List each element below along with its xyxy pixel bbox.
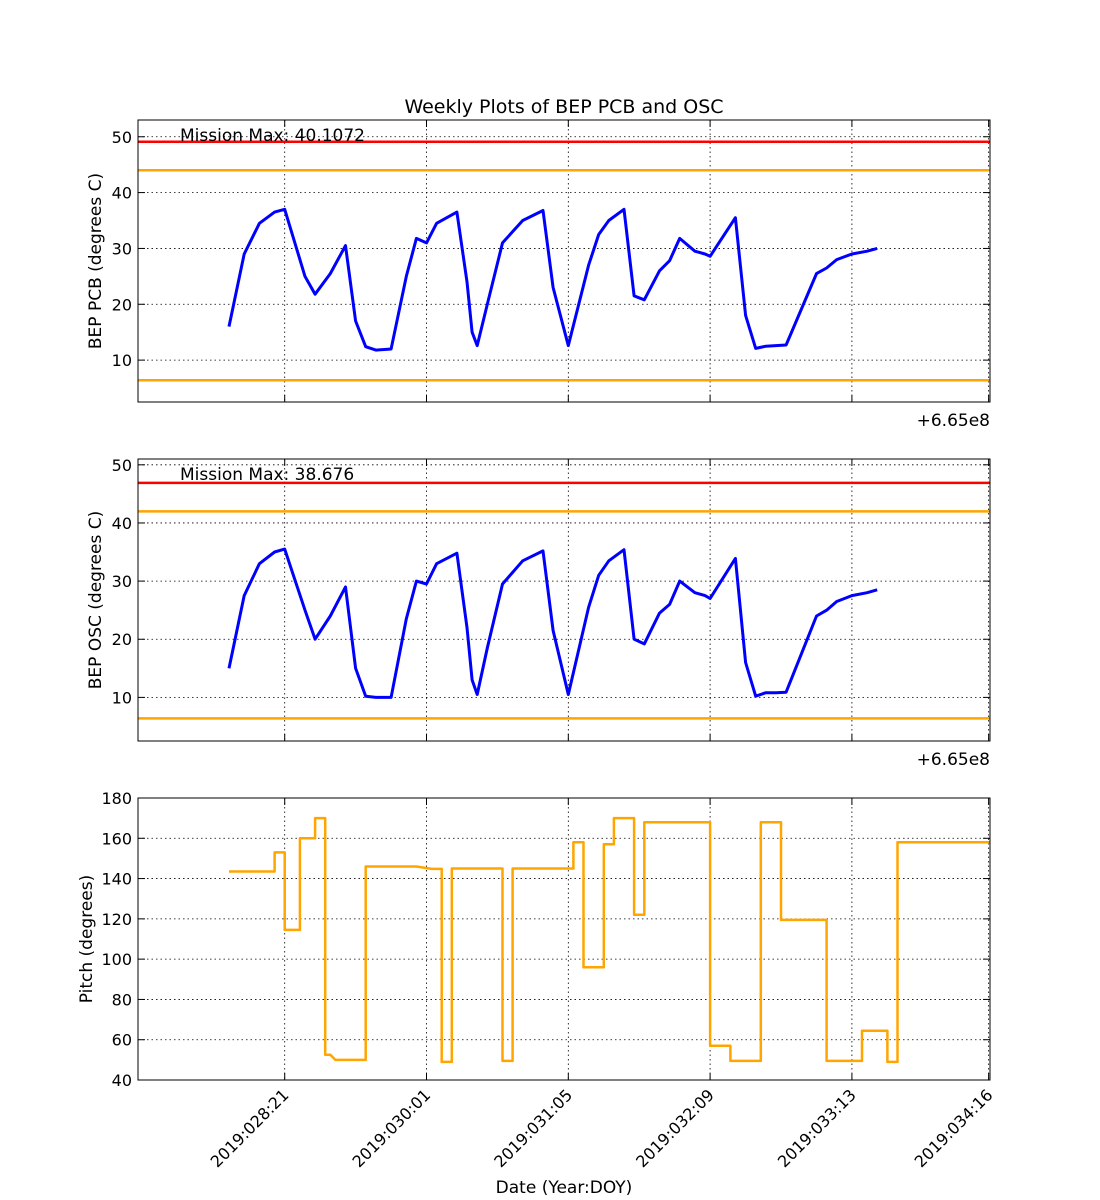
y-tick-label: 120	[101, 910, 132, 929]
x-tick-label: 2019:033:13	[774, 1085, 860, 1171]
y-tick-label: 40	[112, 1071, 132, 1090]
y-tick-label: 40	[112, 184, 132, 203]
x-tick-label: 2019:034:16	[911, 1085, 997, 1171]
y-tick-label: 50	[112, 128, 132, 147]
y-tick-label: 10	[112, 351, 132, 370]
mission-max-annotation: Mission Max: 40.1072	[180, 126, 365, 146]
y-tick-label: 80	[112, 990, 132, 1009]
panel-bep-osc: 10 20 30 40 50 BEP OSC (degrees C) Mission Max…	[86, 456, 991, 770]
y-axis-label: Pitch (degrees)	[77, 875, 97, 1004]
y-tick-label: 30	[112, 572, 132, 591]
mission-max-annotation: Mission Max: 38.676	[180, 465, 354, 485]
y-axis-label: BEP OSC (degrees C)	[86, 511, 106, 689]
y-tick-label: 10	[112, 688, 132, 707]
series-line-bep-osc	[227, 547, 878, 699]
series-line-bep-pcb	[227, 207, 878, 352]
figure-title: Weekly Plots of BEP PCB and OSC	[404, 96, 723, 118]
y-tick-label: 30	[112, 239, 132, 258]
axes-frame	[137, 458, 991, 742]
y-tick-label: 60	[112, 1031, 132, 1050]
y-axis-label: BEP PCB (degrees C)	[86, 173, 106, 349]
x-axis-label: Date (Year:DOY)	[496, 1178, 633, 1198]
y-tick-label: 50	[112, 456, 132, 475]
x-offset-label: +6.65e8	[917, 411, 990, 431]
y-tick-label: 40	[112, 514, 132, 533]
y-tick-label: 180	[101, 789, 132, 808]
axes-frame	[137, 119, 991, 403]
panel-bep-pcb: 10 20 30 40 50 BEP PCB (degrees C) Mission Max…	[86, 119, 991, 431]
y-tick-label: 160	[101, 829, 132, 848]
x-tick-label: 2019:028:21	[207, 1085, 293, 1171]
y-tick-label: 140	[101, 870, 132, 889]
x-tick-label: 2019:030:01	[348, 1085, 434, 1171]
y-tick-label: 20	[112, 295, 132, 314]
series-line-pitch	[229, 816, 990, 1064]
x-offset-label: +6.65e8	[917, 750, 990, 770]
x-tick-label: 2019:032:09	[632, 1085, 718, 1171]
y-tick-label: 20	[112, 630, 132, 649]
x-tick-label: 2019:031:05	[490, 1085, 576, 1171]
panel-pitch: 40 60 80 100 120 140 160 180 Pitch (degrees) 2019…	[77, 789, 997, 1171]
y-tick-label: 100	[101, 950, 132, 969]
axes-frame	[137, 797, 991, 1081]
